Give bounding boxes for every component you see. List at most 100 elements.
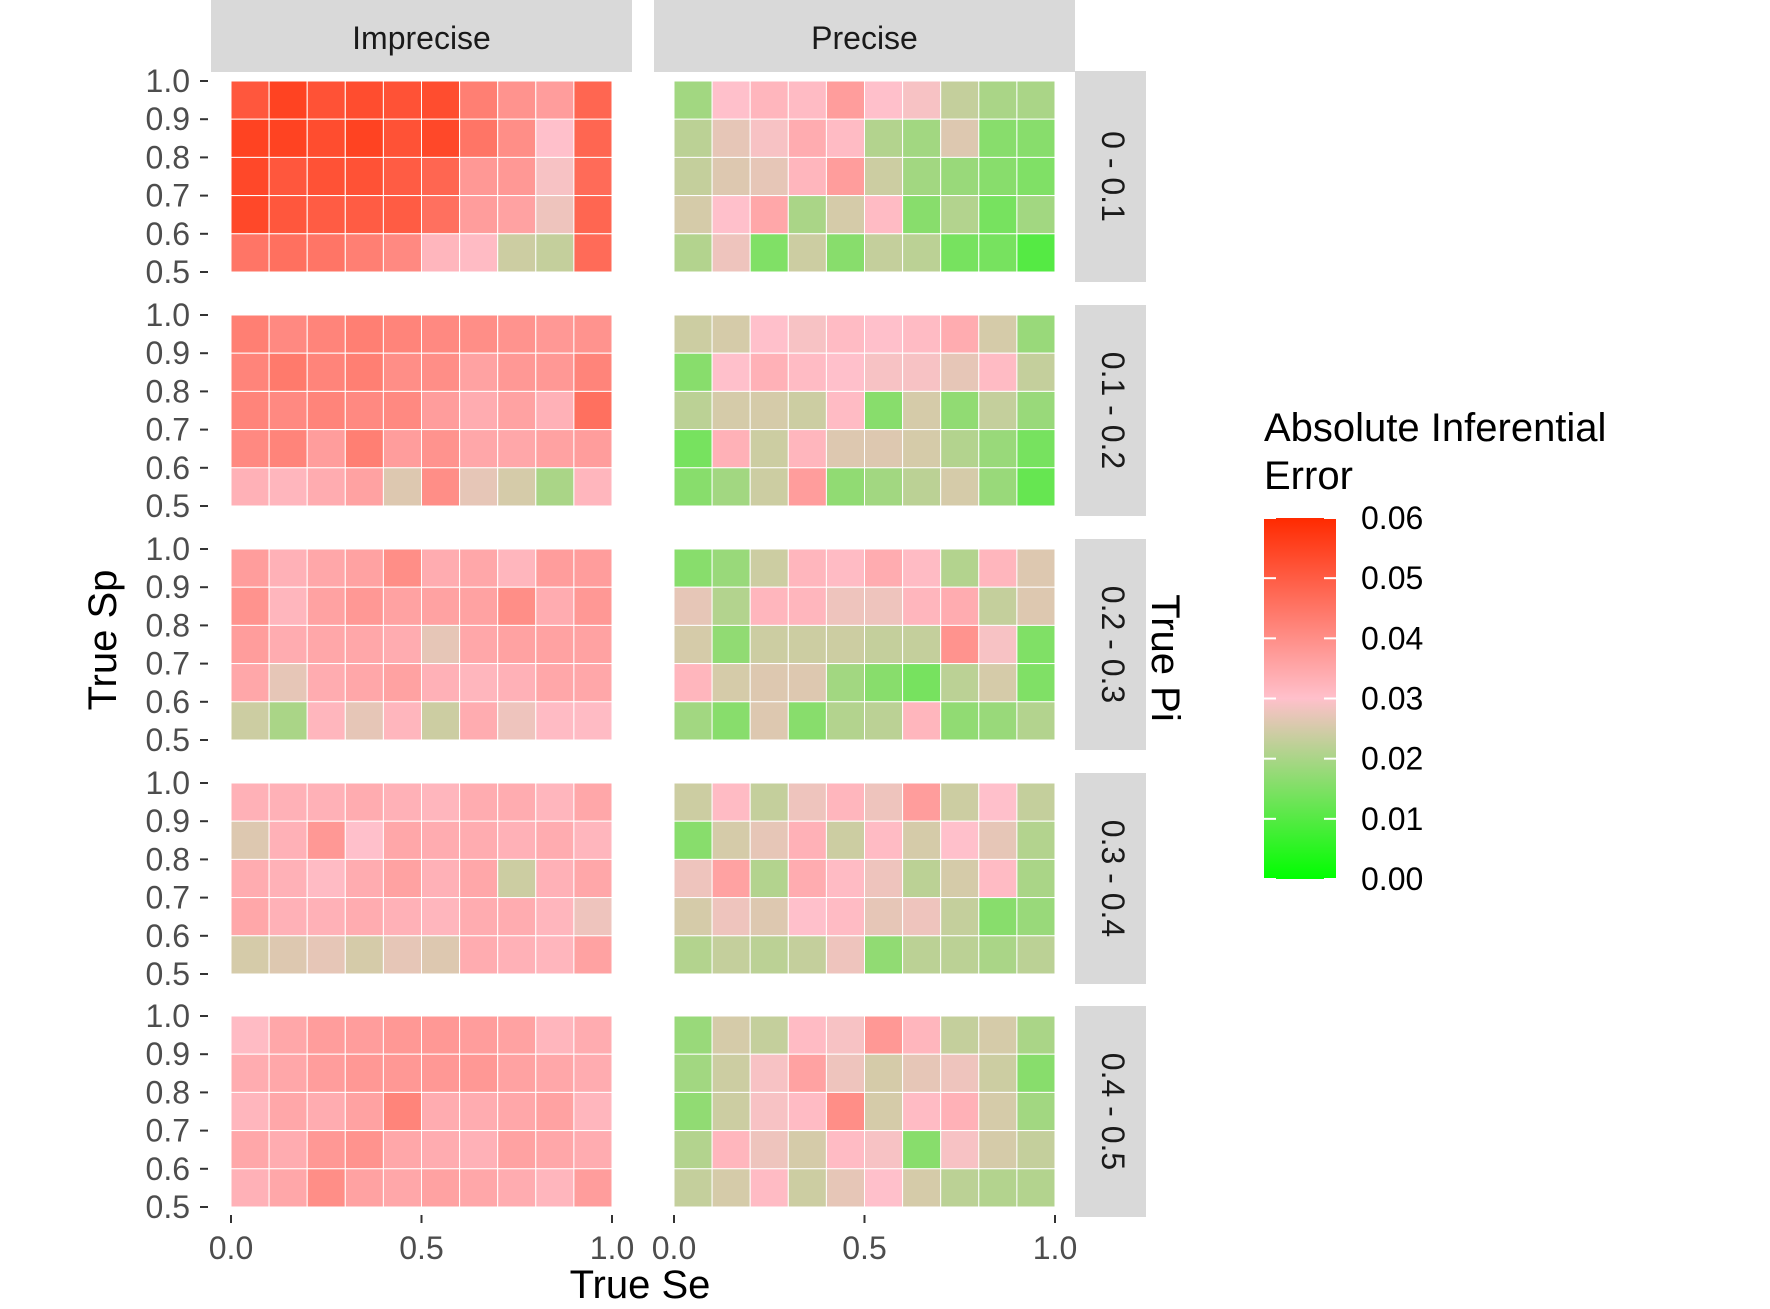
heatmap-tile [268,701,308,741]
heatmap-tile [749,233,789,273]
heatmap-tile [344,935,384,975]
heatmap-tile [421,195,461,235]
panels-layer [230,80,1056,1208]
heatmap-tile [749,701,789,741]
heatmap-tile [825,156,866,197]
heatmap-tile [787,701,827,741]
heatmap-tile [382,156,422,197]
heatmap-tile [902,782,942,822]
heatmap-tile [749,467,789,507]
legend-tick-label: 0.05 [1361,560,1423,596]
heatmap-tile [230,118,270,158]
heatmap-tile [749,80,789,120]
heatmap-tile [573,548,613,588]
heatmap-tile [306,156,346,197]
heatmap-tile [711,586,751,626]
x-axis-title: True Se [570,1263,711,1307]
heatmap-tile [1016,782,1056,822]
heatmap-tile [1016,1091,1056,1132]
heatmap-tile [459,701,499,741]
heatmap-tile [268,858,308,899]
heatmap-tile [459,663,499,703]
heatmap-tile [268,118,308,158]
heatmap-tile [382,195,422,235]
column-strip [211,0,632,72]
heatmap-tile [1016,624,1056,665]
row-strip [1075,773,1146,984]
heatmap-tile [344,663,384,703]
heatmap-tile [421,118,461,158]
heatmap-tile [421,586,461,626]
y-tick-label: 0.9 [146,569,190,605]
heatmap-tile [573,390,613,431]
heatmap-tile [497,195,537,235]
heatmap-tile [344,820,384,860]
heatmap-tile [978,1130,1018,1170]
heatmap-tile [344,782,384,822]
heatmap-tile [344,390,384,431]
heatmap-tile [940,233,980,273]
heatmap-tile [673,586,713,626]
heatmap-panel [230,1015,613,1208]
heatmap-tile [1016,429,1056,469]
heatmap-tile [1016,467,1056,507]
x-tick-label: 0.5 [842,1230,886,1266]
heatmap-tile [673,624,713,665]
heatmap-tile [940,80,980,120]
heatmap-tile [497,897,537,937]
heatmap-tile [306,1168,346,1208]
heatmap-tile [978,897,1018,937]
heatmap-tile [382,586,422,626]
heatmap-tile [825,467,866,507]
heatmap-tile [711,80,751,120]
heatmap-tile [749,858,789,899]
heatmap-tile [230,820,270,860]
heatmap-tile [382,314,422,354]
heatmap-tile [825,314,866,354]
heatmap-tile [749,663,789,703]
heatmap-tile [787,820,827,860]
heatmap-tile [344,701,384,741]
heatmap-tile [787,467,827,507]
heatmap-panel [230,80,613,273]
legend-tick-label: 0.01 [1361,801,1423,837]
heatmap-tile [749,1015,789,1055]
heatmap-tile [825,935,866,975]
heatmap-tile [902,390,942,431]
heatmap-tile [230,1168,270,1208]
heatmap-tile [421,233,461,273]
heatmap-tile [230,156,270,197]
heatmap-tile [497,624,537,665]
heatmap-tile [268,233,308,273]
heatmap-tile [673,897,713,937]
heatmap-tile [1016,80,1056,120]
heatmap-tile [382,897,422,937]
heatmap-tile [421,782,461,822]
heatmap-tile [306,935,346,975]
heatmap-tile [825,586,866,626]
heatmap-tile [382,935,422,975]
heatmap-tile [787,118,827,158]
heatmap-tile [573,663,613,703]
heatmap-tile [421,624,461,665]
heatmap-tile [459,586,499,626]
heatmap-tile [459,118,499,158]
heatmap-tile [268,782,308,822]
heatmap-tile [787,352,827,392]
heatmap-tile [382,390,422,431]
heatmap-tile [306,701,346,741]
heatmap-tile [459,1015,499,1055]
y-tick-label: 0.7 [146,1113,190,1149]
heatmap-tile [573,858,613,899]
heatmap-tile [940,624,980,665]
heatmap-tile [268,586,308,626]
heatmap-tile [459,429,499,469]
heatmap-tile [382,820,422,860]
heatmap-tile [978,118,1018,158]
heatmap-tile [940,195,980,235]
heatmap-tile [1016,233,1056,273]
heatmap-tile [864,1053,904,1093]
row-strip [1075,1006,1146,1217]
heatmap-tile [230,1053,270,1093]
heatmap-tile [535,352,575,392]
